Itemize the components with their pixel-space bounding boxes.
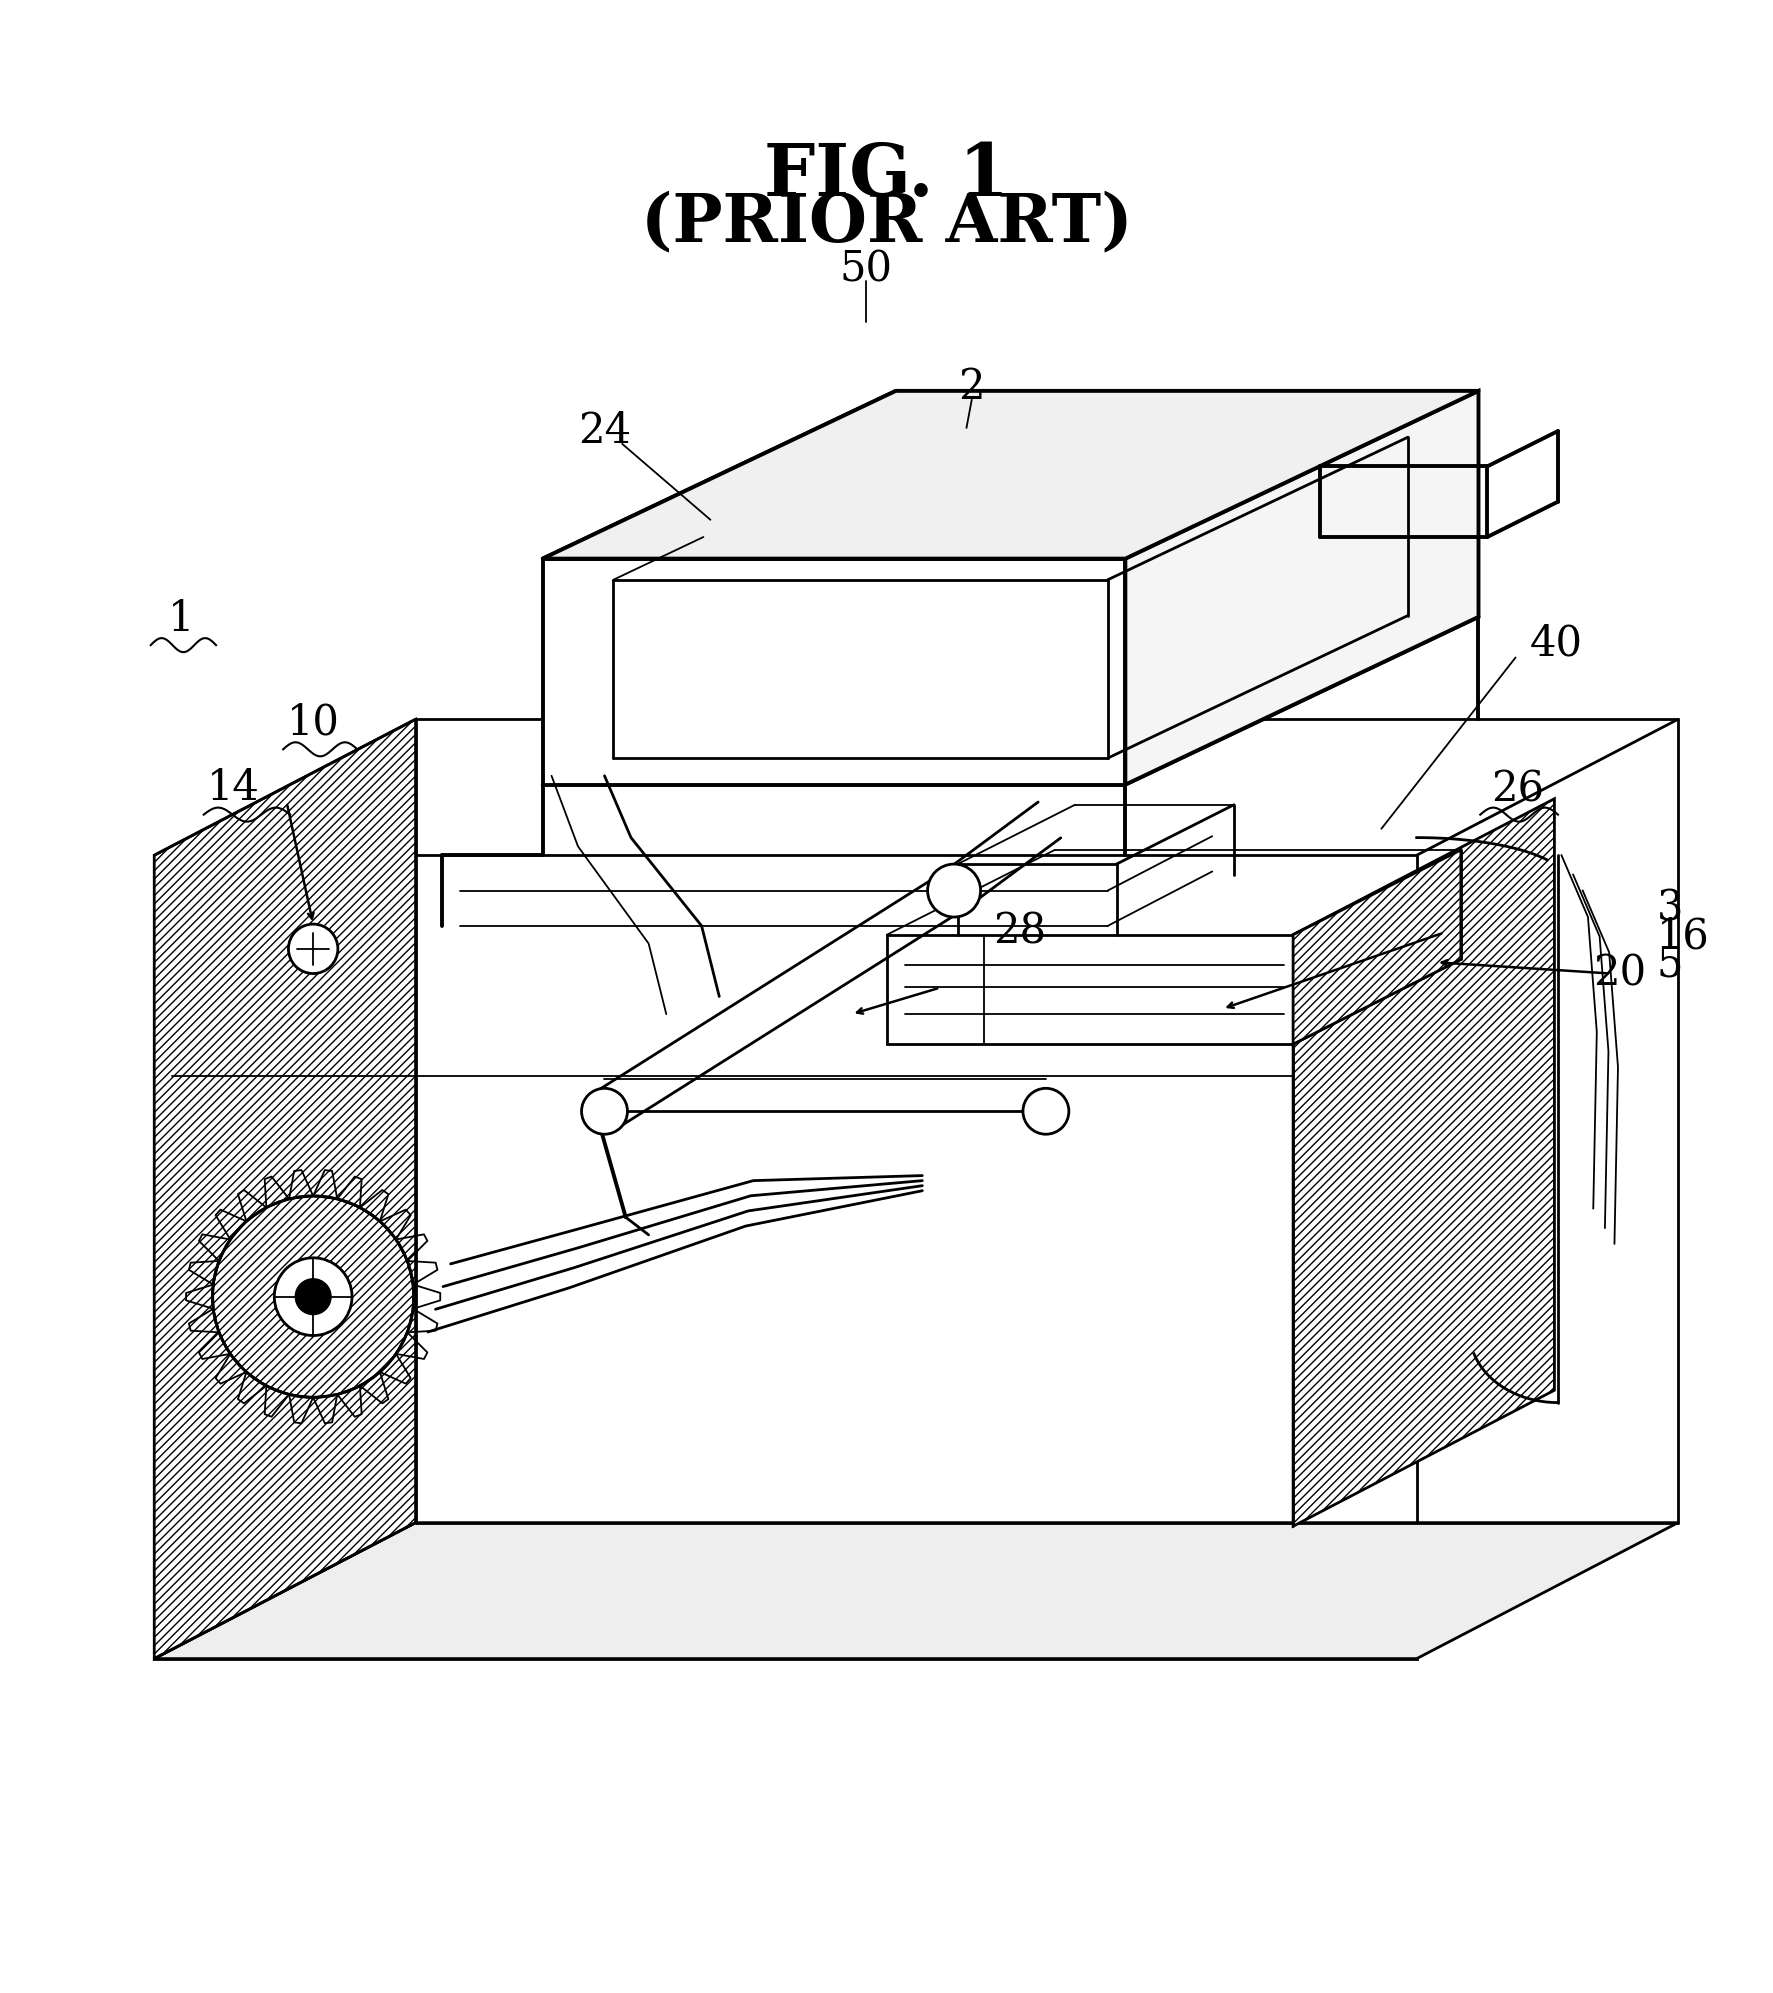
Circle shape — [927, 865, 980, 917]
Polygon shape — [154, 855, 1417, 1658]
Polygon shape — [543, 391, 1477, 558]
Circle shape — [1023, 1088, 1069, 1134]
Text: 28: 28 — [993, 911, 1046, 953]
Polygon shape — [1293, 799, 1553, 1527]
Text: 3: 3 — [1656, 887, 1683, 929]
Polygon shape — [154, 719, 415, 1658]
Text: 24: 24 — [578, 411, 631, 452]
Text: 1: 1 — [168, 598, 195, 640]
Circle shape — [289, 925, 337, 973]
Polygon shape — [154, 1523, 1677, 1658]
Text: 5: 5 — [1656, 945, 1683, 987]
Polygon shape — [886, 935, 1293, 1044]
Text: 26: 26 — [1489, 769, 1543, 811]
Circle shape — [275, 1258, 351, 1335]
Circle shape — [582, 1088, 628, 1134]
Text: 10: 10 — [287, 702, 339, 743]
Circle shape — [213, 1196, 413, 1397]
Text: 20: 20 — [1592, 953, 1645, 995]
Polygon shape — [1124, 391, 1477, 785]
Text: 2: 2 — [957, 367, 984, 409]
Polygon shape — [1293, 849, 1459, 1044]
Circle shape — [296, 1280, 330, 1313]
Text: 40: 40 — [1528, 622, 1582, 664]
Text: (PRIOR ART): (PRIOR ART) — [640, 191, 1133, 255]
Text: 14: 14 — [207, 767, 261, 809]
Text: FIG. 1: FIG. 1 — [764, 140, 1009, 211]
Text: 16: 16 — [1656, 915, 1709, 957]
Text: 50: 50 — [839, 247, 892, 291]
Polygon shape — [543, 558, 1124, 785]
